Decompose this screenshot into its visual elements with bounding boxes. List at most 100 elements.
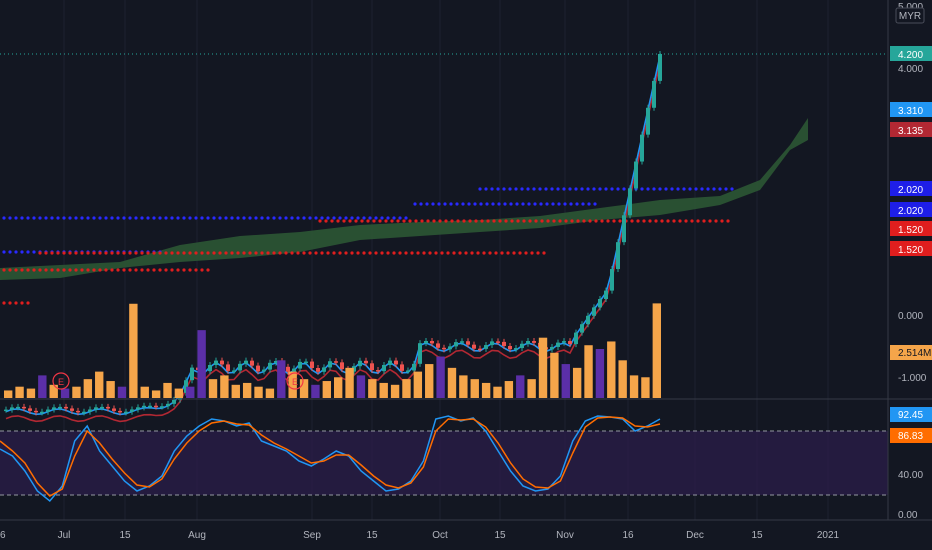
volume-bar [436, 356, 445, 398]
candle-body [532, 341, 536, 343]
level-dot [170, 251, 174, 255]
candle-body [10, 407, 14, 410]
level-dot [512, 251, 516, 255]
level-dot [666, 219, 670, 223]
level-dot [230, 251, 234, 255]
level-dot [266, 216, 270, 220]
level-dot [492, 219, 496, 223]
level-dot [390, 219, 394, 223]
candle-body [154, 405, 158, 408]
volume-bar [151, 390, 161, 398]
level-dot [398, 216, 402, 220]
level-dot [56, 216, 60, 220]
level-dot [182, 251, 186, 255]
level-dot [539, 202, 543, 206]
level-dot [510, 219, 514, 223]
currency-badge[interactable] [895, 7, 925, 24]
candle-body [412, 363, 416, 371]
candle-body [142, 405, 146, 408]
level-dot [498, 219, 502, 223]
time-axis-label: Oct [432, 530, 448, 541]
level-dot [476, 251, 480, 255]
level-dot [658, 187, 662, 191]
candle-body [130, 409, 134, 412]
time-axis[interactable]: 6 Jul 15 Aug Sep 15 Oct 15 Nov 16 Dec 15 2021 [0, 530, 840, 541]
candle-body [550, 346, 554, 350]
level-dot [98, 216, 102, 220]
level-dot [664, 187, 668, 191]
level-dot [200, 268, 204, 272]
level-dot [140, 268, 144, 272]
level-dot [470, 251, 474, 255]
level-dot [564, 219, 568, 223]
volume-bar [595, 349, 605, 398]
level-dot [378, 219, 382, 223]
level-dot [2, 250, 6, 254]
candle-body [238, 363, 242, 371]
level-dot [26, 301, 30, 305]
candle-body [628, 188, 632, 216]
level-dot [714, 219, 718, 223]
time-axis-label: 15 [494, 530, 506, 541]
level-dot [588, 219, 592, 223]
volume-tag [890, 345, 932, 360]
level-dot [670, 187, 674, 191]
level-dot [726, 219, 730, 223]
volume-bar [447, 367, 457, 398]
candle-body [274, 361, 278, 363]
level-dot [508, 187, 512, 191]
level-dot [74, 216, 78, 220]
earnings-marker[interactable]: E [52, 372, 70, 390]
level-dot [684, 219, 688, 223]
level-dot [32, 250, 36, 254]
level-dot [545, 202, 549, 206]
candle-body [94, 407, 98, 410]
candle-body [616, 242, 620, 270]
level-dot [682, 187, 686, 191]
level-dot [62, 251, 66, 255]
level-dot [570, 219, 574, 223]
level-dot [332, 251, 336, 255]
volume-bar [265, 388, 275, 398]
candle-body [136, 407, 140, 410]
candle-body [340, 362, 344, 370]
level-dot [254, 216, 258, 220]
level-dot [413, 202, 417, 206]
level-dot [212, 216, 216, 220]
stochastic-d-tag [890, 428, 932, 443]
level-dot [8, 268, 12, 272]
candle-body [580, 324, 584, 333]
level-dot [688, 187, 692, 191]
level-dot [425, 202, 429, 206]
candle-body [76, 410, 80, 413]
volume-bar [299, 379, 309, 398]
candle-body [598, 299, 602, 308]
volume-bar [242, 382, 252, 398]
level-dot [542, 251, 546, 255]
level-dot [604, 187, 608, 191]
volume-bar [493, 386, 502, 398]
level-dot [188, 251, 192, 255]
level-dot [642, 219, 646, 223]
candle-body [52, 407, 56, 410]
level-dot [98, 268, 102, 272]
level-dot [80, 251, 84, 255]
level-dot [182, 268, 186, 272]
level-dot [20, 216, 24, 220]
candle-body [304, 361, 308, 364]
volume-bar [4, 390, 13, 398]
level-dot [426, 219, 430, 223]
level-dot [437, 202, 441, 206]
currency-label: MYR [899, 11, 921, 22]
level-dot [386, 216, 390, 220]
level-dot [320, 251, 324, 255]
earnings-marker-label: E [58, 377, 64, 387]
level-dot [170, 268, 174, 272]
earnings-marker[interactable]: E [286, 372, 304, 390]
level-dot [342, 219, 346, 223]
level-dot [530, 251, 534, 255]
candle-body [64, 406, 68, 409]
stochastic-axis-tick: 0.00 [898, 510, 918, 521]
candle-body [388, 360, 392, 365]
